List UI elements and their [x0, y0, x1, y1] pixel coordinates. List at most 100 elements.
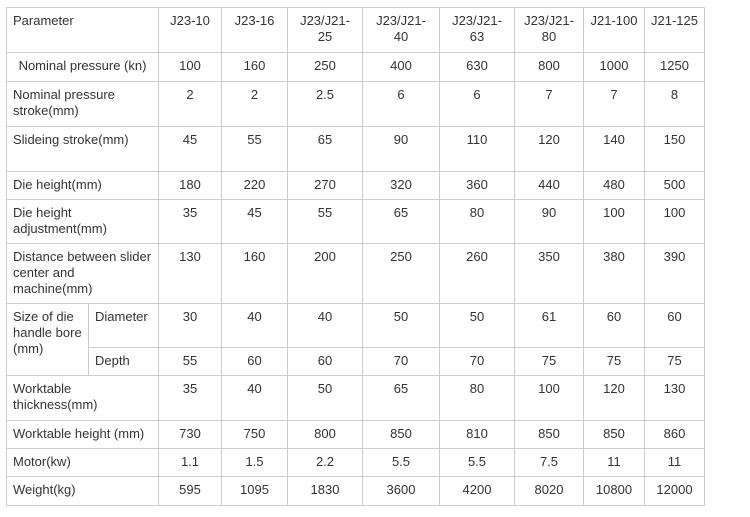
- table-cell: 595: [158, 476, 222, 506]
- table-cell: 630: [439, 52, 515, 82]
- table-cell: 850: [362, 420, 440, 449]
- table-cell: 1830: [287, 476, 363, 506]
- table-cell: 6: [362, 81, 440, 127]
- table-cell: 7: [583, 81, 645, 127]
- header-cell-model: J23/J21-40: [362, 7, 440, 53]
- table-cell: 260: [439, 243, 515, 304]
- table-cell: 730: [158, 420, 222, 449]
- table-cell: 1000: [583, 52, 645, 82]
- table-cell: 6: [439, 81, 515, 127]
- header-cell-model: J21-100: [583, 7, 645, 53]
- table-cell: 120: [514, 126, 584, 172]
- table-cell: 7: [514, 81, 584, 127]
- table-cell: 220: [221, 171, 288, 200]
- row-label: Nominal pressure stroke(mm): [6, 81, 159, 127]
- table-cell: 70: [439, 347, 515, 376]
- table-cell: 100: [644, 199, 705, 244]
- table-cell: 800: [287, 420, 363, 449]
- table-cell: 100: [583, 199, 645, 244]
- table-cell: 90: [362, 126, 440, 172]
- table-row: Nominal pressure (kn) 100 160 250 400 630 800 1…: [6, 52, 705, 82]
- table-cell: 60: [287, 347, 363, 376]
- table-cell: 60: [644, 303, 705, 348]
- header-cell-model: J23-16: [221, 7, 288, 53]
- table-cell: 750: [221, 420, 288, 449]
- table-cell: 1250: [644, 52, 705, 82]
- row-label: Motor(kw): [6, 448, 159, 477]
- table-cell: 360: [439, 171, 515, 200]
- table-row: Die height(mm) 180 220 270 320 360 440 480 500: [6, 171, 705, 200]
- table-cell: 3600: [362, 476, 440, 506]
- table-cell: 2.2: [287, 448, 363, 477]
- header-cell-model: J23/J21-25: [287, 7, 363, 53]
- table-cell: 140: [583, 126, 645, 172]
- table-row: Slideing stroke(mm) 45 55 65 90 110 120 140 150: [6, 126, 705, 172]
- table-cell: 8: [644, 81, 705, 127]
- table-cell: 860: [644, 420, 705, 449]
- table-cell: 10800: [583, 476, 645, 506]
- table-cell: 390: [644, 243, 705, 304]
- table-cell: 75: [644, 347, 705, 376]
- table-cell: 100: [158, 52, 222, 82]
- table-row: Weight(kg) 595 1095 1830 3600 4200 8020 10800 12…: [6, 476, 705, 506]
- table-cell: 70: [362, 347, 440, 376]
- table-cell: 45: [158, 126, 222, 172]
- table-cell: 800: [514, 52, 584, 82]
- table-cell: 350: [514, 243, 584, 304]
- table-cell: 40: [221, 303, 288, 348]
- table-cell: 5.5: [439, 448, 515, 477]
- table-row: Worktable height (mm) 730 750 800 850 810 850 8…: [6, 420, 705, 449]
- table-cell: 130: [158, 243, 222, 304]
- table-cell: 100: [514, 375, 584, 421]
- table-row: Motor(kw) 1.1 1.5 2.2 5.5 5.5 7.5 11 11: [6, 448, 705, 477]
- table-cell: 2.5: [287, 81, 363, 127]
- table-cell: 440: [514, 171, 584, 200]
- table-cell: 75: [514, 347, 584, 376]
- spec-table-body: Parameter J23-10 J23-16 J23/J21-25 J23/J…: [6, 7, 705, 506]
- table-cell: 180: [158, 171, 222, 200]
- table-cell: 1095: [221, 476, 288, 506]
- row-label: Nominal pressure (kn): [6, 52, 159, 82]
- table-cell: 65: [362, 199, 440, 244]
- table-cell: 270: [287, 171, 363, 200]
- table-row: Distance between slider center and machi…: [6, 243, 705, 304]
- table-cell: 130: [644, 375, 705, 421]
- table-cell: 55: [158, 347, 222, 376]
- table-cell: 75: [583, 347, 645, 376]
- table-cell: 850: [583, 420, 645, 449]
- row-label: Die height(mm): [6, 171, 159, 200]
- table-cell: 2: [221, 81, 288, 127]
- table-cell: 50: [362, 303, 440, 348]
- table-cell: 810: [439, 420, 515, 449]
- row-label: Worktable thickness(mm): [6, 375, 159, 421]
- table-cell: 65: [287, 126, 363, 172]
- table-cell: 61: [514, 303, 584, 348]
- row-label: Die height adjustment(mm): [6, 199, 159, 244]
- row-label: Worktable height (mm): [6, 420, 159, 449]
- table-cell: 50: [287, 375, 363, 421]
- table-cell: 8020: [514, 476, 584, 506]
- table-cell: 35: [158, 199, 222, 244]
- table-cell: 5.5: [362, 448, 440, 477]
- table-cell: 7.5: [514, 448, 584, 477]
- table-cell: 50: [439, 303, 515, 348]
- table-cell: 1.1: [158, 448, 222, 477]
- table-cell: 110: [439, 126, 515, 172]
- table-row: Depth 55 60 60 70 70 75 75 75: [7, 347, 705, 376]
- row-label: Size of die handle bore (mm): [6, 303, 89, 376]
- header-cell-parameter: Parameter: [6, 7, 159, 53]
- table-cell: 45: [221, 199, 288, 244]
- table-cell: 80: [439, 199, 515, 244]
- row-label: Slideing stroke(mm): [6, 126, 159, 172]
- table-cell: 850: [514, 420, 584, 449]
- table-cell: 55: [287, 199, 363, 244]
- table-row: Nominal pressure stroke(mm) 2 2 2.5 6 6 7 7 8: [6, 81, 705, 127]
- table-cell: 400: [362, 52, 440, 82]
- table-cell: 200: [287, 243, 363, 304]
- row-label: Weight(kg): [6, 476, 159, 506]
- header-row: Parameter J23-10 J23-16 J23/J21-25 J23/J…: [6, 7, 705, 53]
- header-cell-model: J23/J21-63: [439, 7, 515, 53]
- header-cell-model: J23-10: [158, 7, 222, 53]
- sub-row-label: Diameter: [88, 303, 159, 348]
- table-cell: 65: [362, 375, 440, 421]
